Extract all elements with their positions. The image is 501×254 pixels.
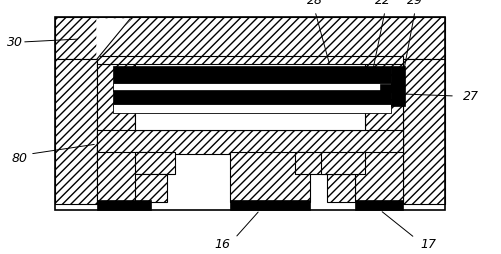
Bar — [113, 105, 390, 114]
Bar — [295, 152, 332, 174]
Bar — [390, 67, 404, 107]
Bar — [97, 60, 402, 204]
Bar — [97, 152, 151, 202]
Bar — [402, 60, 444, 204]
Polygon shape — [97, 20, 130, 60]
Bar — [97, 58, 402, 70]
Bar — [113, 84, 390, 92]
Bar — [135, 174, 167, 202]
Text: 30: 30 — [7, 36, 23, 49]
Bar — [113, 91, 390, 107]
Bar — [135, 65, 364, 131]
Bar — [135, 152, 175, 174]
Text: 17: 17 — [419, 237, 435, 250]
Bar — [229, 200, 310, 210]
Bar — [326, 174, 354, 202]
Bar — [97, 65, 135, 154]
Bar — [379, 85, 390, 92]
Text: 22: 22 — [374, 0, 390, 7]
Bar — [97, 131, 402, 154]
Bar — [97, 200, 151, 210]
Bar — [354, 200, 402, 210]
Text: 16: 16 — [213, 237, 229, 250]
Bar — [320, 152, 364, 174]
Bar — [364, 65, 402, 154]
Text: 80: 80 — [12, 151, 28, 164]
Bar — [113, 67, 390, 85]
Bar — [55, 18, 444, 210]
Bar — [97, 57, 402, 67]
Text: 27: 27 — [462, 90, 478, 103]
Text: 28: 28 — [307, 0, 322, 7]
Bar — [55, 60, 97, 204]
Bar — [55, 18, 444, 60]
Bar — [354, 152, 402, 202]
Bar — [229, 152, 310, 202]
Text: 29: 29 — [406, 0, 422, 7]
